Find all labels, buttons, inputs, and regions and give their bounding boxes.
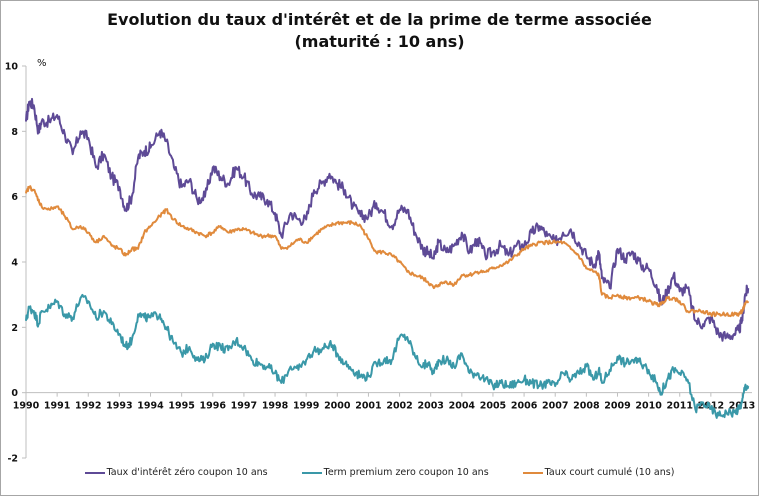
x-tick-label: 1993 xyxy=(106,401,132,412)
x-tick-label: 2001 xyxy=(355,401,381,412)
x-tick-label: 1995 xyxy=(168,401,194,412)
x-tick-label: 2006 xyxy=(511,401,538,412)
legend-swatch-term-premium xyxy=(301,471,322,474)
chart-legend: Taux d'intérêt zéro coupon 10 ans Term p… xyxy=(0,467,759,478)
x-tick-label: 2007 xyxy=(542,401,568,412)
legend-label-interest-rate: Taux d'intérêt zéro coupon 10 ans xyxy=(106,467,268,478)
x-tick-label: 2002 xyxy=(386,401,412,412)
legend-item-term-premium: Term premium zero coupon 10 ans xyxy=(301,467,489,478)
x-tick-label: 2004 xyxy=(449,401,476,412)
x-tick-label: 2005 xyxy=(480,401,506,412)
series-line-short-rate xyxy=(25,185,750,318)
chart-subtitle: (maturité : 10 ans) xyxy=(294,32,465,51)
y-tick-label: -2 xyxy=(7,454,18,465)
x-tick-label: 1999 xyxy=(293,401,319,412)
y-tick-label: 4 xyxy=(11,258,18,269)
x-tick-label: 1997 xyxy=(231,401,257,412)
x-tick-label: 2008 xyxy=(573,401,600,412)
x-tick-label: 2010 xyxy=(635,401,662,412)
series-line-term-premium xyxy=(25,293,750,419)
x-tick-label: 1994 xyxy=(137,401,164,412)
y-tick-label: 10 xyxy=(5,62,19,73)
y-tick-label: 2 xyxy=(11,323,18,334)
chart-title: Evolution du taux d'intérêt et de la pri… xyxy=(107,10,652,29)
legend-item-interest-rate: Taux d'intérêt zéro coupon 10 ans xyxy=(84,467,268,478)
x-tick-label: 1990 xyxy=(13,401,40,412)
x-tick-label: 2003 xyxy=(417,401,443,412)
legend-label-term-premium: Term premium zero coupon 10 ans xyxy=(323,467,489,478)
y-tick-label: 0 xyxy=(11,388,18,399)
x-tick-label: 2009 xyxy=(604,401,630,412)
legend-label-short-rate: Taux court cumulé (10 ans) xyxy=(544,467,675,478)
x-tick-label: 1992 xyxy=(75,401,101,412)
x-tick-label: 2000 xyxy=(324,401,351,412)
legend-swatch-interest-rate xyxy=(84,471,105,474)
legend-item-short-rate: Taux court cumulé (10 ans) xyxy=(522,467,675,478)
y-tick-label: 6 xyxy=(11,192,18,203)
x-tick-label: 1996 xyxy=(200,401,227,412)
x-tick-label: 1991 xyxy=(44,401,70,412)
y-tick-label: 8 xyxy=(11,127,18,138)
x-tick-label: 2011 xyxy=(667,401,693,412)
y-axis-unit-label: % xyxy=(37,58,47,69)
series-line-interest-rate xyxy=(25,97,750,342)
x-tick-label: 1998 xyxy=(262,401,289,412)
legend-swatch-short-rate xyxy=(522,471,543,474)
